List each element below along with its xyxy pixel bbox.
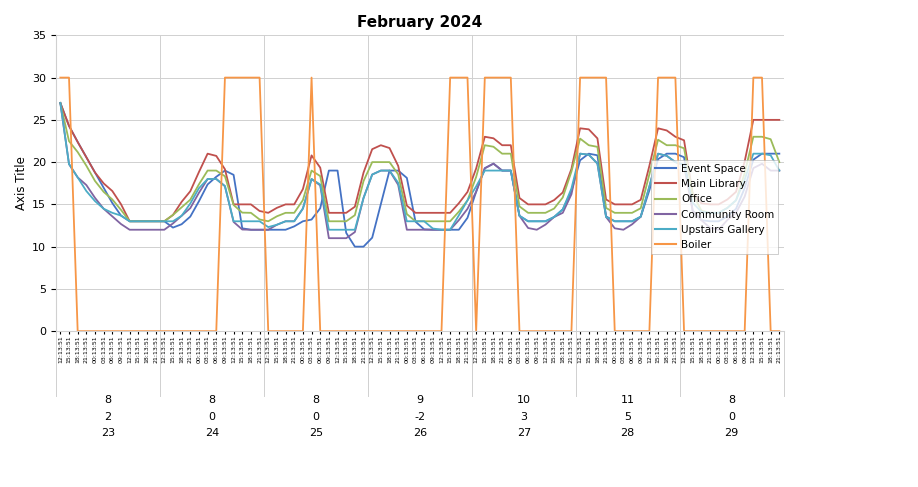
Upstairs Gallery	[55, 100, 66, 106]
Text: 28: 28	[621, 429, 635, 438]
Line: Event Space: Event Space	[61, 103, 779, 246]
Office	[55, 100, 66, 106]
Boiler	[55, 75, 66, 80]
Line: Main Library: Main Library	[61, 103, 779, 221]
Legend: Event Space, Main Library, Office, Community Room, Upstairs Gallery, Boiler: Event Space, Main Library, Office, Commu…	[651, 160, 778, 254]
Community Room	[419, 227, 430, 233]
Text: 26: 26	[413, 429, 427, 438]
Main Library	[384, 145, 395, 151]
Upstairs Gallery	[384, 168, 395, 173]
Line: Boiler: Boiler	[61, 77, 779, 331]
Office	[419, 218, 430, 224]
Event Space	[610, 218, 621, 224]
Event Space	[774, 151, 785, 157]
Office	[774, 159, 785, 165]
Event Space	[384, 168, 395, 173]
Main Library	[419, 210, 430, 216]
Text: 24: 24	[205, 429, 219, 438]
Text: 9: 9	[416, 395, 423, 405]
Office	[644, 171, 655, 177]
Office	[384, 159, 395, 165]
Event Space	[98, 185, 109, 191]
Text: 27: 27	[517, 429, 531, 438]
Event Space	[350, 244, 361, 249]
Upstairs Gallery	[63, 161, 74, 167]
Boiler	[644, 328, 655, 334]
Main Library	[610, 202, 621, 207]
Text: 11: 11	[621, 395, 634, 405]
Main Library	[774, 117, 785, 123]
Community Room	[55, 100, 66, 106]
Main Library	[63, 123, 74, 129]
Upstairs Gallery	[610, 218, 621, 224]
Text: 8: 8	[105, 395, 112, 405]
Event Space	[644, 187, 655, 193]
Upstairs Gallery	[774, 168, 785, 173]
Office	[63, 138, 74, 144]
Text: 0: 0	[312, 412, 319, 422]
Title: February 2024: February 2024	[357, 15, 483, 30]
Main Library	[98, 181, 109, 187]
Community Room	[610, 225, 621, 231]
Text: 8: 8	[208, 395, 216, 405]
Line: Office: Office	[61, 103, 779, 221]
Community Room	[774, 168, 785, 173]
Upstairs Gallery	[323, 227, 334, 233]
Boiler	[106, 328, 118, 334]
Upstairs Gallery	[644, 184, 655, 189]
Community Room	[98, 206, 109, 212]
Office	[124, 218, 135, 224]
Text: 29: 29	[724, 429, 739, 438]
Text: -2: -2	[414, 412, 425, 422]
Boiler	[610, 328, 621, 334]
Text: 2: 2	[105, 412, 112, 422]
Boiler	[419, 328, 430, 334]
Text: 10: 10	[517, 395, 531, 405]
Boiler	[73, 328, 84, 334]
Upstairs Gallery	[98, 206, 109, 212]
Y-axis label: Axis Title: Axis Title	[15, 156, 28, 210]
Main Library	[55, 100, 66, 106]
Text: 23: 23	[101, 429, 115, 438]
Community Room	[63, 161, 74, 167]
Community Room	[644, 184, 655, 189]
Boiler	[384, 328, 395, 334]
Main Library	[644, 163, 655, 169]
Event Space	[63, 123, 74, 129]
Event Space	[55, 100, 66, 106]
Event Space	[419, 226, 430, 232]
Text: 0: 0	[728, 412, 735, 422]
Office	[98, 189, 109, 195]
Text: 0: 0	[208, 412, 216, 422]
Text: 5: 5	[624, 412, 632, 422]
Line: Community Room: Community Room	[61, 103, 779, 238]
Boiler	[63, 75, 74, 80]
Text: 25: 25	[308, 429, 323, 438]
Main Library	[124, 218, 135, 224]
Text: 8: 8	[312, 395, 319, 405]
Text: 8: 8	[728, 395, 735, 405]
Boiler	[774, 328, 785, 334]
Upstairs Gallery	[419, 218, 430, 224]
Community Room	[384, 168, 395, 173]
Community Room	[323, 235, 334, 241]
Office	[610, 210, 621, 216]
Line: Upstairs Gallery: Upstairs Gallery	[61, 103, 779, 230]
Text: 3: 3	[521, 412, 527, 422]
